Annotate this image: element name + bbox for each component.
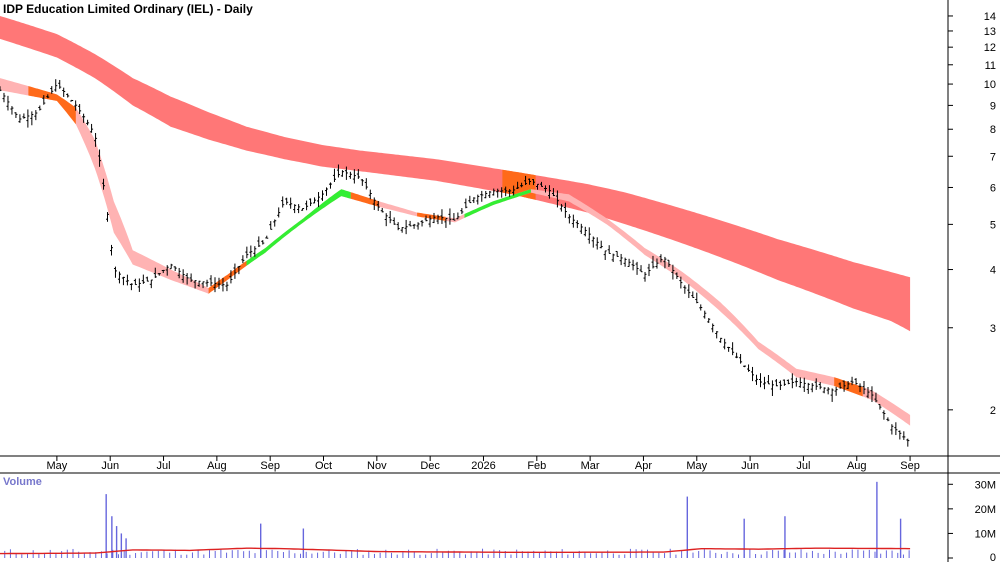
volume-chart-title: Volume [3,476,42,488]
y-tick-label: 2 [990,405,996,417]
y-tick-label: 8 [990,124,996,136]
x-tick-label: May [686,460,707,472]
y-tick-label: 13 [984,26,996,38]
volume-bars [0,481,911,558]
y-tick-label: 5 [990,219,996,231]
x-tick-label: Feb [527,460,546,472]
slow-band [0,16,911,332]
price-chart-title: IDP Education Limited Ordinary (IEL) - D… [3,2,253,16]
price-bars [0,79,910,447]
fast-band-highlight [208,260,247,294]
y-tick-label: 4 [990,265,996,277]
fast-band-highlight [464,189,531,218]
volume-y-tick-label: 10M [975,528,996,540]
y-tick-label: 10 [984,79,996,91]
x-tick-label: May [46,460,67,472]
x-tick-label: Nov [367,460,387,472]
x-tick-label: Jun [741,460,759,472]
x-tick-label: Mar [581,460,600,472]
y-tick-label: 12 [984,42,996,54]
fast-band-highlight [350,192,380,207]
y-tick-label: 9 [990,100,996,112]
x-tick-label: Oct [315,460,332,472]
volume-average-line [0,547,911,555]
x-tick-label: Jul [796,460,810,472]
x-tick-label: Jun [101,460,119,472]
volume-y-tick-label: 20M [975,504,996,516]
y-tick-label: 3 [990,323,996,335]
x-tick-label: Aug [847,460,867,472]
x-tick-label: Sep [900,460,920,472]
x-tick-label: Aug [207,460,227,472]
fast-band-highlight [28,86,76,125]
y-tick-label: 7 [990,151,996,163]
band-layer [0,16,911,426]
volume-y-tick-label: 0 [990,552,996,562]
x-tick-label: Apr [635,460,652,472]
x-tick-label: Jul [156,460,170,472]
volume-y-tick-label: 30M [975,479,996,491]
y-tick-label: 11 [985,60,996,72]
x-tick-label: Dec [420,460,440,472]
y-tick-label: 6 [990,182,996,194]
fast-band-highlight [246,189,351,266]
x-tick-label: Sep [260,460,280,472]
y-tick-label: 14 [984,11,996,23]
x-tick-label: 2026 [471,460,495,472]
